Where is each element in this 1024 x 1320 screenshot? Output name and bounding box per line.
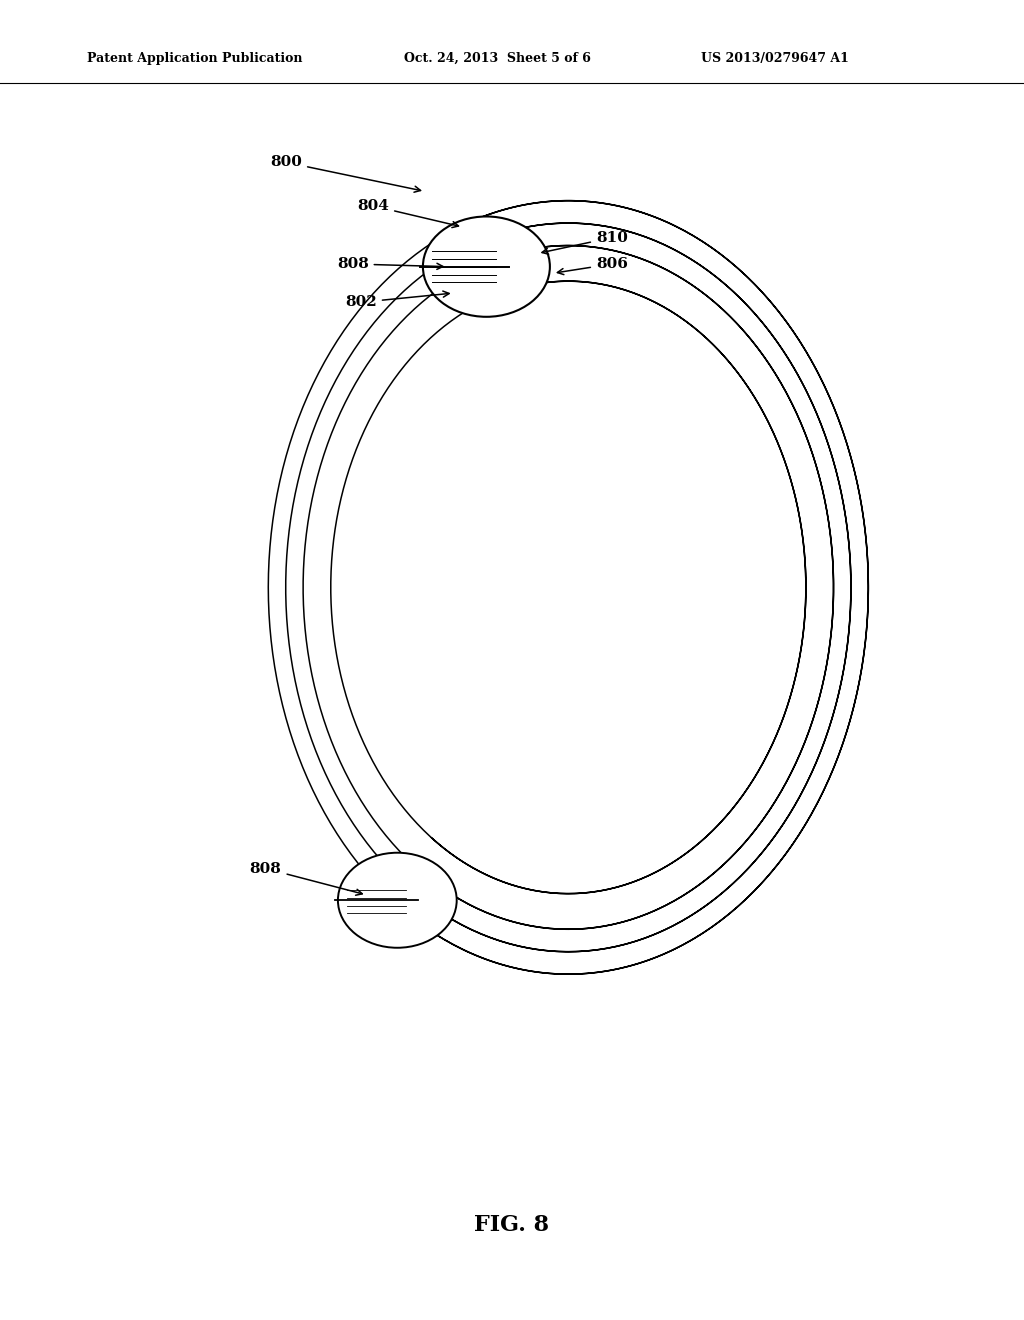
Text: Oct. 24, 2013  Sheet 5 of 6: Oct. 24, 2013 Sheet 5 of 6 xyxy=(404,51,591,65)
Text: FIG. 8: FIG. 8 xyxy=(474,1214,550,1236)
Text: US 2013/0279647 A1: US 2013/0279647 A1 xyxy=(701,51,849,65)
Ellipse shape xyxy=(338,853,457,948)
Text: Patent Application Publication: Patent Application Publication xyxy=(87,51,302,65)
Text: 808: 808 xyxy=(337,257,443,271)
Ellipse shape xyxy=(423,216,550,317)
Text: 806: 806 xyxy=(557,257,628,275)
Text: 808: 808 xyxy=(250,862,362,895)
Text: 810: 810 xyxy=(542,231,628,255)
Text: 802: 802 xyxy=(345,290,450,309)
Text: 800: 800 xyxy=(270,156,421,193)
Text: 804: 804 xyxy=(357,199,459,227)
